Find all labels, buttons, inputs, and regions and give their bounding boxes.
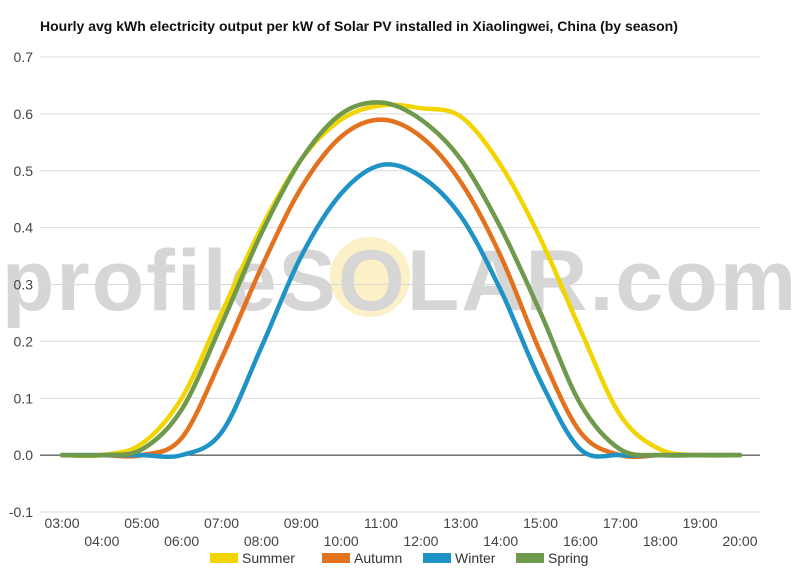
x-axis-ticks: 03:00 04:00 05:00 06:00 07:00 08:00 09:00 10:00… xyxy=(44,515,757,549)
watermark-text: profileSOLAR.com xyxy=(2,233,799,329)
x-tick-label: 10:00 xyxy=(324,533,359,549)
y-tick-label: 0.5 xyxy=(14,163,34,179)
y-tick-label: 0.0 xyxy=(14,447,34,463)
legend-item-spring[interactable]: Spring xyxy=(516,550,588,566)
series-lines xyxy=(59,100,743,460)
x-tick-label: 13:00 xyxy=(443,515,478,531)
y-tick-label: 0.3 xyxy=(14,277,34,293)
y-tick-label: 0.7 xyxy=(14,49,34,65)
legend-swatch xyxy=(322,553,350,563)
x-tick-label: 11:00 xyxy=(364,515,398,531)
x-tick-label: 15:00 xyxy=(523,515,558,531)
series-line-spring xyxy=(59,100,743,458)
x-tick-label: 18:00 xyxy=(643,533,678,549)
x-tick-label: 04:00 xyxy=(84,533,119,549)
legend-label: Summer xyxy=(242,550,295,566)
y-tick-label: 0.2 xyxy=(14,333,34,349)
chart-title: Hourly avg kWh electricity output per kW… xyxy=(40,18,678,34)
y-axis-ticks: -0.1 0.0 0.1 0.2 0.3 0.4 0.5 0.6 0.7 xyxy=(9,49,33,520)
legend-swatch xyxy=(423,553,451,563)
legend: Summer Autumn Winter Spring xyxy=(210,550,588,566)
legend-item-summer[interactable]: Summer xyxy=(210,550,295,566)
watermark: profileSOLAR.com xyxy=(2,233,799,329)
legend-label: Autumn xyxy=(354,550,402,566)
x-tick-label: 05:00 xyxy=(124,515,159,531)
series-line-summer xyxy=(59,102,743,459)
y-tick-label: -0.1 xyxy=(9,504,33,520)
legend-item-winter[interactable]: Winter xyxy=(423,550,496,566)
legend-swatch xyxy=(210,553,238,563)
x-tick-label: 14:00 xyxy=(483,533,518,549)
legend-item-autumn[interactable]: Autumn xyxy=(322,550,402,566)
x-tick-label: 06:00 xyxy=(164,533,199,549)
x-tick-label: 09:00 xyxy=(284,515,319,531)
series-line-winter xyxy=(59,162,743,460)
y-tick-label: 0.6 xyxy=(14,106,34,122)
y-tick-label: 0.4 xyxy=(14,220,34,236)
y-tick-label: 0.1 xyxy=(14,390,34,406)
x-tick-label: 12:00 xyxy=(403,533,438,549)
x-tick-label: 08:00 xyxy=(244,533,279,549)
watermark-sun-icon xyxy=(330,237,410,317)
x-tick-label: 20:00 xyxy=(722,533,757,549)
legend-label: Spring xyxy=(548,550,588,566)
x-tick-label: 07:00 xyxy=(204,515,239,531)
x-tick-label: 19:00 xyxy=(683,515,718,531)
x-tick-label: 16:00 xyxy=(563,533,598,549)
legend-label: Winter xyxy=(455,550,496,566)
x-tick-label: 03:00 xyxy=(44,515,79,531)
legend-swatch xyxy=(516,553,544,563)
x-tick-label: 17:00 xyxy=(603,515,638,531)
